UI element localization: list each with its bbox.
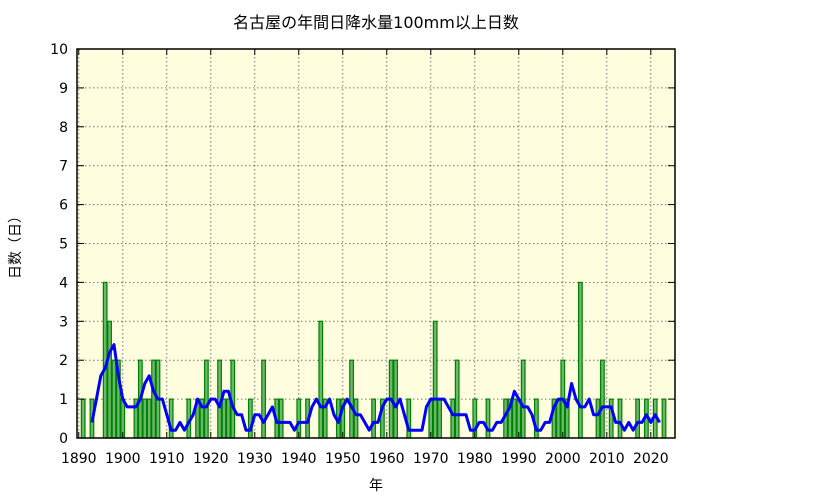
bar-2004 [577, 281, 583, 439]
bar-2017 [635, 398, 640, 439]
x-tick-label: 1950 [325, 451, 361, 467]
y-tick-label: 0 [59, 431, 68, 447]
x-tick-label: 2010 [589, 451, 625, 467]
x-tick-label: 1990 [501, 451, 537, 467]
bar-2023 [661, 398, 667, 439]
x-tick-label: 2000 [545, 451, 581, 467]
bar-1891 [80, 398, 86, 439]
x-tick-label: 1970 [413, 451, 449, 467]
bar-1936 [278, 398, 284, 439]
bar-2013 [617, 398, 623, 439]
bar-1906 [146, 398, 152, 439]
bar-1905 [142, 398, 148, 439]
bar-1929 [247, 398, 253, 439]
gridlines [77, 49, 675, 438]
x-tick-label: 1910 [149, 451, 185, 467]
bar-1897 [107, 320, 112, 439]
bar-2009 [599, 359, 605, 439]
bar-1919 [203, 359, 209, 439]
y-tick-label: 9 [59, 81, 68, 97]
x-tick-label: 1900 [105, 451, 141, 467]
bar-1983 [485, 398, 491, 439]
bar-1976 [454, 359, 460, 439]
bar-2011 [608, 398, 614, 439]
bar-2008 [595, 398, 601, 439]
y-tick-label: 8 [59, 120, 68, 136]
x-tick-label: 1940 [281, 451, 317, 467]
y-tick-label: 3 [59, 314, 68, 330]
y-tick-label: 2 [59, 353, 68, 369]
y-tick-label: 4 [59, 275, 68, 291]
bar-1972 [437, 398, 442, 439]
y-tick-label: 10 [50, 42, 68, 58]
x-tick-label: 1890 [61, 451, 97, 467]
bar-1911 [168, 398, 174, 439]
y-tick-label: 1 [59, 392, 68, 408]
y-axis-label: 日数（日） [8, 209, 24, 279]
bar-1999 [555, 398, 561, 439]
x-tick-label: 1960 [369, 451, 405, 467]
bar-1994 [533, 398, 539, 439]
bar-1989 [511, 398, 517, 439]
bar-1924 [225, 398, 231, 439]
bar-1907 [151, 359, 156, 439]
bar-series [80, 281, 667, 439]
x-tick-label: 1920 [193, 451, 229, 467]
y-tick-label: 5 [59, 237, 68, 253]
bar-1952 [349, 359, 354, 439]
x-tick-label: 1930 [237, 451, 273, 467]
x-tick-label: 2020 [633, 451, 669, 467]
bar-1953 [353, 398, 359, 439]
bar-1957 [371, 398, 376, 439]
bar-1971 [432, 320, 438, 439]
bar-1923 [221, 398, 227, 439]
bar-1975 [450, 398, 456, 439]
moving-average-line [90, 343, 661, 432]
chart-title: 名古屋の年間日降水量100mm以上日数 [233, 13, 519, 32]
plot-background [77, 49, 675, 438]
bar-1965 [406, 398, 412, 439]
bar-1991 [520, 359, 526, 439]
axis-ticks: 1890 1900 1910 1920 1930 1940 1950 1960 1970 1980… [50, 42, 675, 467]
bar-1962 [393, 359, 398, 439]
y-tick-label: 6 [59, 198, 68, 214]
y-tick-label: 7 [59, 159, 68, 175]
bar-1898 [111, 359, 117, 439]
x-axis-label: 年 [369, 478, 383, 494]
bar-1932 [261, 359, 266, 439]
x-tick-label: 1980 [457, 451, 493, 467]
bar-1945 [318, 320, 324, 439]
